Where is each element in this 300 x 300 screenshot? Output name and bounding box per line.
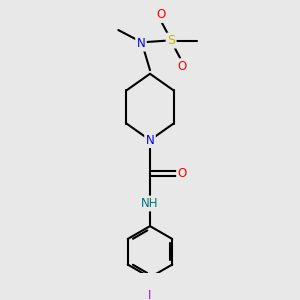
Text: NH: NH [141, 197, 159, 210]
Text: O: O [178, 167, 187, 180]
Text: N: N [146, 134, 154, 147]
Text: O: O [156, 8, 165, 22]
Text: O: O [177, 60, 186, 73]
Text: S: S [167, 34, 175, 47]
Text: N: N [136, 37, 145, 50]
Text: I: I [148, 289, 152, 300]
